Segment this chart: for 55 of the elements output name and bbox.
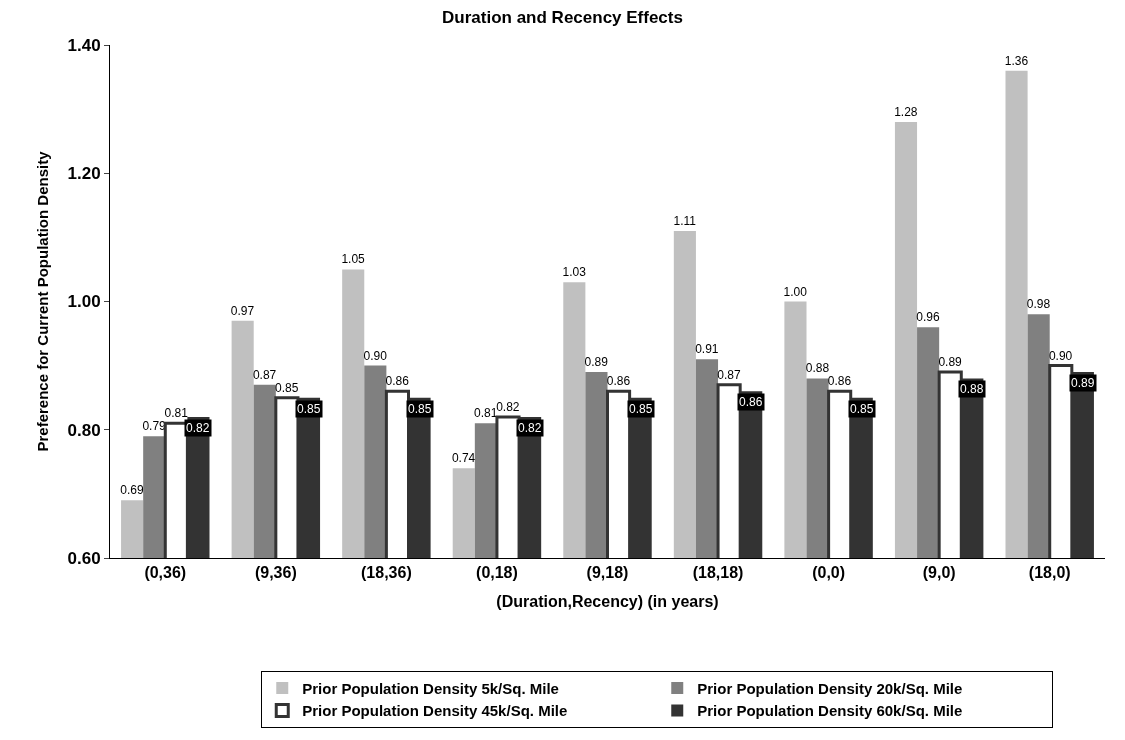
data-label: 0.69 — [120, 483, 144, 498]
data-label: 0.90 — [1048, 348, 1073, 363]
data-label: 0.82 — [186, 421, 210, 435]
data-label: 0.89 — [1071, 376, 1095, 390]
data-label: 1.03 — [562, 265, 587, 280]
x-tick-label: (18,0) — [1028, 564, 1071, 582]
data-label: 0.90 — [363, 348, 388, 363]
data-label: 0.85 — [629, 402, 653, 416]
x-tick-label: (0,36) — [144, 564, 187, 582]
x-tick-label: (0,0) — [812, 564, 846, 582]
data-label: 0.85 — [297, 402, 321, 416]
data-label: 0.85 — [275, 380, 299, 395]
y-tick-label: 1.20 — [67, 164, 101, 184]
data-label: 0.98 — [1026, 297, 1051, 312]
x-tick-label: (18,36) — [361, 564, 412, 582]
data-label: 0.81 — [164, 406, 189, 421]
x-tick-label: (9,18) — [586, 564, 629, 582]
data-label: 0.82 — [518, 421, 542, 435]
data-label: 0.87 — [252, 367, 277, 382]
data-label: 1.05 — [341, 252, 366, 267]
data-label: 0.89 — [584, 355, 609, 370]
data-label: 1.00 — [783, 284, 808, 299]
data-label: 0.74 — [451, 451, 476, 466]
data-label: 0.86 — [385, 374, 410, 389]
data-label: 0.96 — [916, 310, 940, 325]
x-tick-label: (18,18) — [692, 564, 744, 582]
data-label: 0.88 — [805, 361, 830, 376]
y-tick-label: 0.60 — [67, 548, 101, 568]
data-label: 1.36 — [1004, 53, 1029, 68]
data-label: 0.85 — [850, 402, 874, 416]
y-tick-label: 1.40 — [67, 35, 101, 55]
data-label: 0.82 — [496, 399, 520, 414]
x-tick-label: (9,36) — [254, 564, 297, 582]
data-label: 0.91 — [695, 342, 719, 357]
legend-label: Prior Population Density 45k/Sq. Mile — [302, 702, 568, 720]
data-label: 0.89 — [938, 355, 963, 370]
y-tick-label: 1.00 — [67, 292, 101, 312]
data-label: 0.86 — [739, 395, 763, 409]
data-label: 0.88 — [960, 382, 984, 396]
data-label: 0.85 — [408, 402, 432, 416]
data-label: 0.86 — [827, 374, 852, 389]
data-label: 1.28 — [894, 104, 918, 119]
x-axis-title: (Duration,Recency) (in years) — [496, 592, 719, 610]
x-tick-label: (0,18) — [476, 564, 518, 582]
y-axis-title: Preference for Current Population Density — [33, 150, 51, 452]
x-tick-label: (9,0) — [922, 564, 956, 582]
legend-label: Prior Population Density 20k/Sq. Mile — [697, 679, 963, 697]
legend-label: Prior Population Density 5k/Sq. Mile — [302, 679, 559, 697]
y-tick-label: 0.80 — [67, 420, 101, 440]
legend-label: Prior Population Density 60k/Sq. Mile — [697, 702, 963, 720]
chart-title: Duration and Recency Effects — [442, 8, 683, 27]
data-label: 0.97 — [230, 303, 255, 318]
data-label: 1.11 — [673, 213, 697, 228]
data-label: 0.87 — [717, 367, 741, 382]
data-label: 0.86 — [606, 374, 631, 389]
